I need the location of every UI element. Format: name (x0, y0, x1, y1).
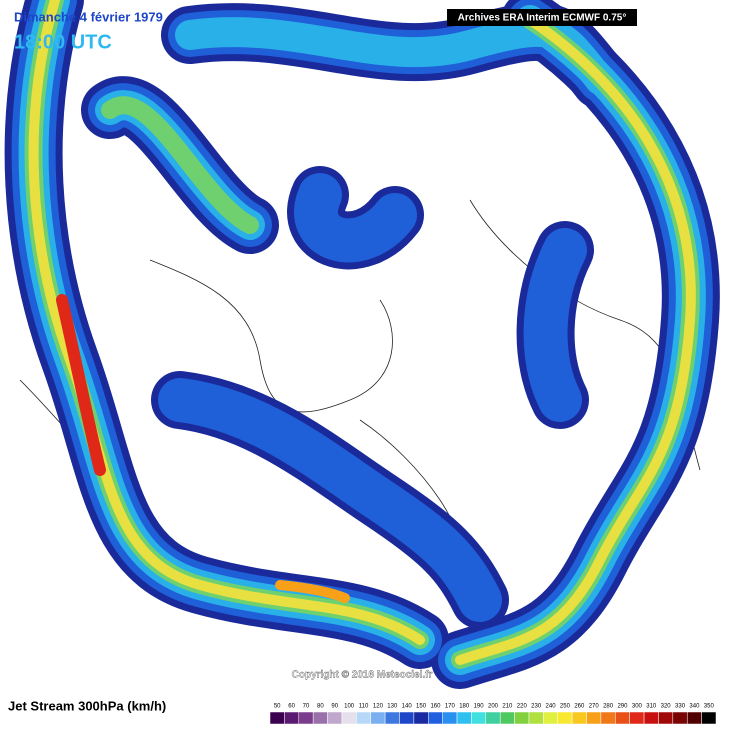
scale-swatch (543, 711, 558, 725)
scale-swatch (284, 711, 300, 725)
scale-swatch (629, 711, 645, 725)
scale-label: 100 (344, 704, 355, 710)
scale-swatch (356, 711, 371, 725)
scale-label: 110 (359, 704, 369, 710)
scale-swatch (686, 711, 702, 725)
scale-swatch (557, 711, 573, 725)
scale-swatch (442, 711, 458, 725)
source-box (447, 9, 637, 26)
scale-swatch (471, 711, 487, 725)
scale-swatch (571, 711, 587, 725)
scale-label: 230 (531, 704, 542, 710)
scale-label: 330 (675, 704, 686, 710)
scale-label: 70 (303, 704, 310, 710)
scale-label: 250 (560, 704, 571, 710)
color-scale: 50 60 70 80 90 100 110 120 130 140 150 160 170 180 190… (269, 704, 717, 725)
scale-label: 90 (331, 704, 338, 710)
scale-label: 140 (402, 704, 413, 710)
scale-swatch (384, 711, 400, 725)
jet-streams (34, 0, 691, 660)
scale-swatch (298, 711, 314, 725)
scale-swatch (413, 711, 429, 725)
jet-core (275, 580, 350, 603)
scale-swatch (615, 711, 630, 725)
scale-label: 300 (632, 704, 643, 710)
scale-swatch (528, 711, 544, 725)
scale-swatch (269, 711, 285, 725)
scale-label: 340 (689, 704, 700, 710)
scale-swatch (672, 711, 688, 725)
scale-swatch (485, 711, 501, 725)
scale-label: 280 (603, 704, 614, 710)
scale-swatch (643, 711, 659, 725)
scale-label: 150 (416, 704, 427, 710)
scale-label: 160 (430, 704, 441, 710)
scale-label: 190 (474, 704, 485, 710)
scale-swatch (327, 711, 343, 725)
scale-swatch (499, 711, 515, 725)
scale-swatch (456, 711, 472, 725)
scale-label: 270 (589, 704, 600, 710)
scale-label: 310 (646, 704, 657, 710)
scale-label: 220 (517, 704, 528, 710)
date-label: Dimanche 4 février 1979 (14, 9, 163, 24)
scale-label: 180 (459, 704, 470, 710)
scale-swatch (514, 711, 530, 725)
scale-swatch (312, 711, 328, 725)
scale-label: 120 (373, 704, 384, 710)
scale-label: 210 (502, 704, 513, 710)
scale-swatch (341, 711, 357, 725)
scale-label: 130 (387, 704, 398, 710)
footer-title: Jet Stream 300hPa (km/h) (8, 698, 166, 713)
source-label: Archives ERA Interim ECMWF 0.75° (458, 13, 627, 24)
scale-label: 170 (445, 704, 456, 710)
scale-swatch (658, 711, 674, 725)
scale-swatch (600, 711, 616, 725)
scale-swatch (428, 711, 443, 725)
scale-label: 60 (288, 704, 295, 710)
scale-swatch (586, 711, 602, 725)
scale-label: 80 (317, 704, 324, 710)
scale-label: 290 (617, 704, 628, 710)
scale-swatch (399, 711, 415, 725)
scale-label: 50 (274, 704, 281, 710)
scale-swatch (370, 711, 386, 725)
scale-label: 260 (574, 704, 585, 710)
copyright: Copyright © 2016 Meteociel.fr (292, 670, 433, 681)
scale-label: 320 (661, 704, 672, 710)
scale-label: 350 (704, 704, 715, 710)
jet-core (56, 294, 106, 476)
time-label: 18:00 UTC (14, 31, 112, 53)
scale-label: 240 (546, 704, 557, 710)
scale-label: 200 (488, 704, 499, 710)
scale-swatch (701, 711, 717, 725)
